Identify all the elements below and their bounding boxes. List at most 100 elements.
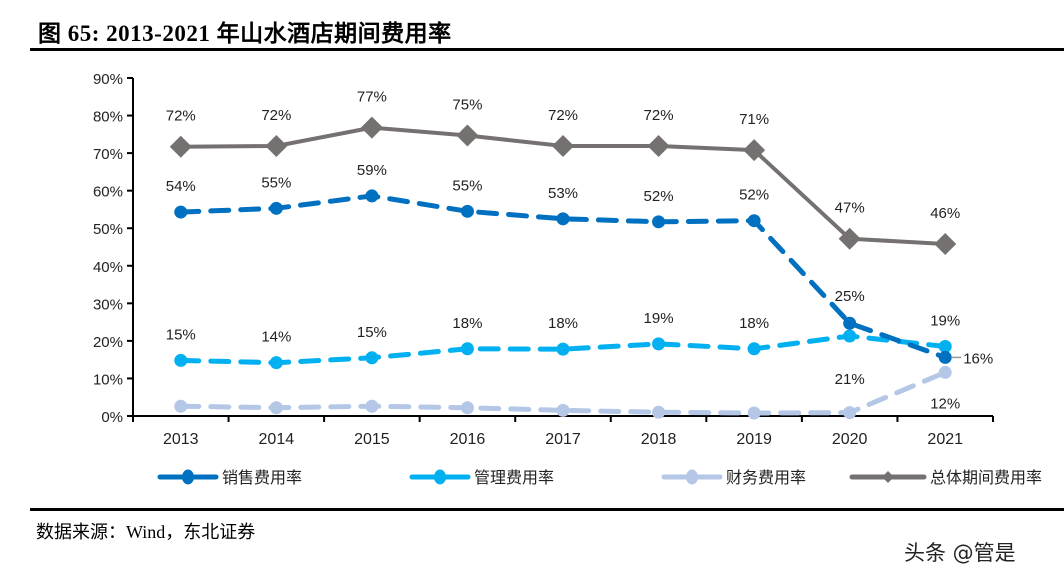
data-label: 46% bbox=[930, 205, 960, 222]
data-point bbox=[556, 403, 570, 417]
data-point bbox=[269, 356, 283, 370]
data-label: 53% bbox=[548, 185, 578, 202]
series-line bbox=[178, 369, 948, 416]
data-point bbox=[647, 134, 670, 157]
data-point bbox=[838, 227, 861, 250]
data-label: 52% bbox=[644, 188, 674, 205]
x-tick-label: 2013 bbox=[163, 431, 199, 448]
x-tick-label: 2015 bbox=[354, 431, 390, 448]
data-point bbox=[174, 205, 188, 219]
series-3 bbox=[169, 116, 957, 255]
series-0 bbox=[174, 189, 952, 364]
data-label: 55% bbox=[452, 177, 482, 194]
data-point bbox=[743, 139, 766, 162]
data-point bbox=[747, 342, 761, 356]
data-label: 19% bbox=[930, 313, 960, 330]
data-point bbox=[265, 134, 288, 157]
line-chart: 0% 10% 20% 30% 40% 50% 60% 70% 80% 90% 2013 2014 201… bbox=[93, 71, 1042, 487]
legend-item-0: 销售费用率 bbox=[157, 468, 302, 487]
legend-label: 财务费用率 bbox=[726, 468, 806, 487]
series-line bbox=[178, 333, 948, 366]
data-point bbox=[365, 351, 379, 365]
y-tick-label: 90% bbox=[93, 71, 123, 88]
legend: 销售费用率 管理费用率 财务费用率 总体期间费用率 bbox=[157, 468, 1042, 487]
data-label: 15% bbox=[166, 326, 196, 343]
data-point bbox=[552, 134, 574, 157]
data-label: 72% bbox=[261, 107, 291, 124]
data-point bbox=[938, 340, 952, 354]
data-label: 52% bbox=[739, 187, 769, 204]
data-label: 25% bbox=[835, 288, 865, 305]
data-label: 72% bbox=[548, 107, 578, 124]
source-note: 数据来源：Wind，东北证券 bbox=[36, 522, 256, 542]
data-point bbox=[269, 401, 283, 415]
series-line bbox=[178, 193, 948, 360]
data-labels: 54% 55% 59% 55% 53% 52% 52% 25% 16% 15% 14% 15% 18% 1… bbox=[166, 89, 993, 413]
y-tick-label: 10% bbox=[93, 371, 123, 388]
y-tick-label: 40% bbox=[93, 259, 123, 276]
x-tick-label: 2017 bbox=[545, 431, 581, 448]
data-point bbox=[169, 135, 192, 158]
data-point bbox=[556, 342, 570, 356]
data-label: 47% bbox=[835, 200, 865, 217]
data-label: 77% bbox=[357, 89, 387, 106]
data-point bbox=[269, 201, 283, 215]
x-tick-label: 2016 bbox=[450, 431, 486, 448]
data-point bbox=[652, 405, 666, 419]
y-tick-label: 20% bbox=[93, 334, 123, 351]
y-tick-label: 80% bbox=[93, 109, 123, 126]
data-point bbox=[938, 365, 952, 379]
data-label: 55% bbox=[261, 174, 291, 191]
data-label: 14% bbox=[261, 329, 291, 346]
legend-marker bbox=[686, 469, 698, 485]
data-label: 59% bbox=[357, 162, 387, 179]
legend-item-2: 财务费用率 bbox=[661, 468, 806, 487]
data-point bbox=[460, 342, 474, 356]
legend-label: 总体期间费用率 bbox=[930, 468, 1042, 487]
legend-marker bbox=[434, 469, 446, 485]
data-point bbox=[174, 353, 188, 367]
data-label: 19% bbox=[644, 310, 674, 327]
data-point bbox=[652, 215, 666, 229]
data-label: 16% bbox=[963, 350, 993, 367]
source-rule bbox=[30, 508, 1064, 511]
data-point bbox=[938, 350, 952, 364]
data-point bbox=[843, 316, 857, 330]
data-label: 18% bbox=[452, 315, 482, 332]
data-point bbox=[460, 204, 474, 218]
data-point bbox=[360, 116, 383, 139]
x-tick-label: 2020 bbox=[832, 431, 868, 448]
x-tick-label: 2019 bbox=[736, 431, 772, 448]
data-point bbox=[556, 212, 570, 226]
data-label: 18% bbox=[548, 315, 578, 332]
data-label: 72% bbox=[166, 108, 196, 125]
data-point bbox=[747, 214, 761, 228]
data-label: 21% bbox=[835, 371, 865, 388]
x-tick-label: 2014 bbox=[259, 431, 295, 448]
data-label: 15% bbox=[357, 324, 387, 341]
data-point bbox=[652, 337, 666, 351]
title-rule bbox=[30, 48, 1064, 51]
data-point bbox=[843, 329, 857, 343]
series-1 bbox=[174, 329, 952, 370]
data-point bbox=[843, 406, 857, 420]
data-label: 12% bbox=[930, 395, 960, 412]
data-label: 75% bbox=[452, 96, 482, 113]
x-tick-label: 2021 bbox=[927, 431, 963, 448]
data-label: 72% bbox=[644, 107, 674, 124]
y-tick-label: 30% bbox=[93, 296, 123, 313]
legend-label: 管理费用率 bbox=[474, 468, 554, 487]
axes: 0% 10% 20% 30% 40% 50% 60% 70% 80% 90% 2013 2014 201… bbox=[93, 71, 994, 448]
data-label: 71% bbox=[739, 111, 769, 128]
legend-marker bbox=[182, 469, 194, 485]
data-point bbox=[174, 399, 188, 413]
legend-item-1: 管理费用率 bbox=[409, 468, 554, 487]
data-point bbox=[365, 399, 379, 413]
watermark: 头条 @管是 bbox=[904, 541, 1016, 565]
series-2 bbox=[174, 365, 952, 420]
data-point bbox=[747, 406, 761, 420]
data-point bbox=[365, 189, 379, 203]
data-point bbox=[934, 232, 957, 255]
legend-marker bbox=[882, 471, 894, 483]
legend-item-3: 总体期间费用率 bbox=[849, 468, 1042, 487]
